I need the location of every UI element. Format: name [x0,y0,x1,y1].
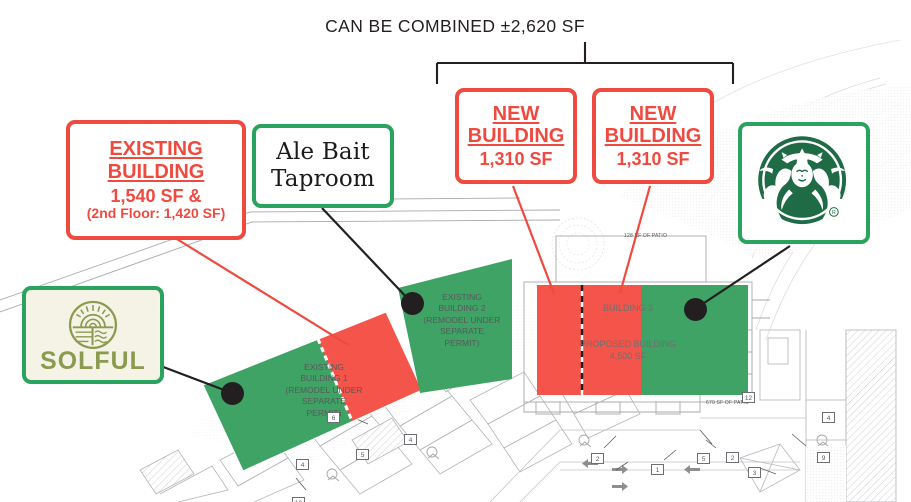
leader-dot-ale-bait [401,292,424,315]
callout-ale-bait-line-2: Taproom [271,166,375,192]
callout-ale-bait-taproom[interactable]: Ale Bait Taproom [252,124,394,208]
solful-logo-icon: SOLFUL [27,290,159,380]
leader-dot-new-building-1 [547,293,570,316]
callout-ale-bait-line-1: Ale Bait [276,138,370,165]
callout-existing-line-4: (2nd Floor: 1,420 SF) [86,205,226,222]
keynote-box: 12 [742,392,755,403]
leader-dot-new-building-2 [606,293,629,316]
keynote-box: 2 [591,453,604,464]
keynote-box: 10 [292,497,305,502]
keynote-box: 6 [327,412,340,423]
building-2-shape [398,259,512,393]
callout-new1-line-1: NEW [492,102,540,125]
keynote-box: 5 [356,449,369,460]
starbucks-siren-icon: R [742,126,866,240]
leader-dot-starbucks [684,298,707,321]
callout-existing-line-3: 1,540 SF & [110,185,202,206]
callout-new2-line-2: BUILDING [604,124,702,147]
keynote-box: 3 [748,467,761,478]
callout-new2-line-1: NEW [629,102,677,125]
keynote-box: 5 [697,453,710,464]
combined-area-label: CAN BE COMBINED ±2,620 SF [325,16,585,36]
keynote-box: 4 [296,459,309,470]
callout-existing-building[interactable]: EXISTING BUILDING 1,540 SF & (2nd Floor:… [66,120,246,240]
svg-text:R: R [832,210,836,216]
callout-new1-line-3: 1,310 SF [479,149,553,170]
leader-dot-existing-building [347,340,370,363]
keynote-box: 1 [651,464,664,475]
keynote-box: 9 [817,452,830,463]
callout-new2-line-3: 1,310 SF [616,149,690,170]
svg-text:SOLFUL: SOLFUL [40,348,146,375]
callout-new-building-2[interactable]: NEW BUILDING 1,310 SF [592,88,714,184]
keynote-box: 4 [822,412,835,423]
keynote-box: 2 [726,452,739,463]
callout-existing-line-1: EXISTING [109,138,203,161]
callout-solful-logo[interactable]: SOLFUL [22,286,164,384]
leader-dot-solful [221,382,244,405]
callout-new1-line-2: BUILDING [467,124,565,147]
callout-starbucks-logo[interactable]: R [738,122,870,244]
callout-new-building-1[interactable]: NEW BUILDING 1,310 SF [455,88,577,184]
keynote-box: 4 [404,434,417,445]
callout-existing-line-2: BUILDING [107,160,205,183]
